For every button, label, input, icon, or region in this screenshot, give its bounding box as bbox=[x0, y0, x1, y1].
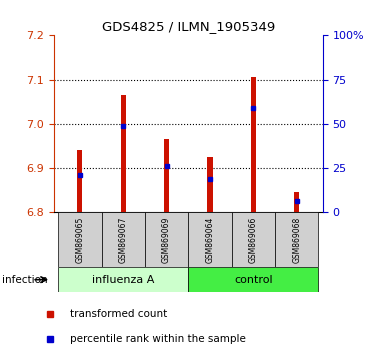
Bar bbox=[102, 212, 145, 267]
Text: GSM869065: GSM869065 bbox=[75, 217, 84, 263]
Text: percentile rank within the sample: percentile rank within the sample bbox=[70, 333, 246, 343]
Text: influenza A: influenza A bbox=[92, 275, 154, 285]
Bar bbox=[275, 212, 318, 267]
Bar bbox=[145, 212, 188, 267]
Text: GSM869067: GSM869067 bbox=[119, 217, 128, 263]
Bar bbox=[251, 78, 256, 212]
Title: GDS4825 / ILMN_1905349: GDS4825 / ILMN_1905349 bbox=[102, 20, 275, 33]
Text: GSM869068: GSM869068 bbox=[292, 217, 301, 263]
Text: GSM869069: GSM869069 bbox=[162, 217, 171, 263]
Bar bbox=[294, 193, 299, 212]
Bar bbox=[188, 267, 318, 292]
Bar bbox=[232, 212, 275, 267]
Bar bbox=[58, 212, 102, 267]
Bar bbox=[58, 267, 188, 292]
Text: transformed count: transformed count bbox=[70, 309, 167, 319]
Text: GSM869066: GSM869066 bbox=[249, 217, 258, 263]
Bar bbox=[188, 212, 232, 267]
Bar bbox=[121, 95, 126, 212]
Bar bbox=[207, 157, 213, 212]
Text: infection: infection bbox=[2, 275, 47, 285]
Text: GSM869064: GSM869064 bbox=[206, 217, 214, 263]
Text: control: control bbox=[234, 275, 273, 285]
Bar bbox=[164, 139, 169, 212]
Bar bbox=[77, 150, 82, 212]
